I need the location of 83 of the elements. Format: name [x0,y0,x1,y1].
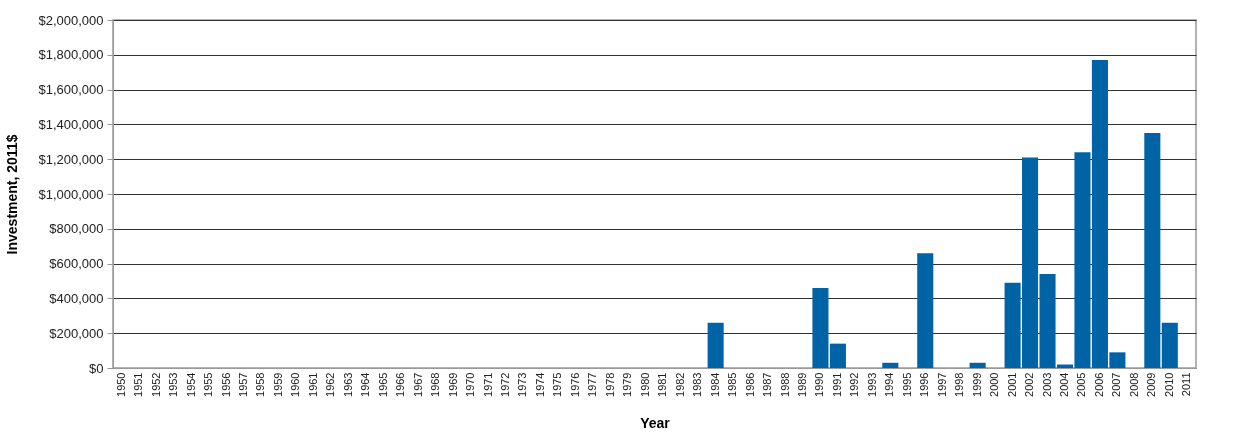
x-tick-label: 2007 [1110,372,1123,397]
x-tick-label: 1986 [743,372,756,397]
x-tick-label: 2002 [1023,372,1036,397]
x-tick-label: 1974 [533,372,546,397]
x-tick-label: 1973 [516,372,529,397]
y-axis-title: Investment, 2011$ [4,134,21,255]
x-tick-label: 2010 [1162,372,1175,397]
bar [1161,322,1178,368]
x-tick-label: 1952 [149,372,162,397]
bar [829,343,846,368]
x-tick-label: 1987 [761,372,774,397]
x-tick-label: 1969 [446,372,459,397]
y-tick-label: $2,000,000 [38,12,104,28]
bar [812,287,829,368]
x-tick-label: 1988 [778,372,791,397]
x-tick-label: 1999 [970,372,983,397]
x-tick-label: 1975 [551,372,564,397]
x-tick-label: 1992 [848,372,861,397]
x-tick-label: 1976 [568,372,581,397]
x-tick-label: 1951 [132,372,145,397]
x-tick-label: 2008 [1127,372,1140,397]
x-tick-label: 1957 [237,372,250,397]
x-tick-label: 1953 [167,372,180,397]
x-tick-label: 1981 [656,372,669,397]
y-tick-label: $1,400,000 [38,116,104,132]
bar [882,362,899,368]
x-tick-label: 1964 [359,372,372,397]
x-tick-label: 1983 [691,372,704,397]
x-tick-label: 1950 [114,372,127,397]
x-tick-label: 1989 [795,372,808,397]
x-tick-label: 2005 [1075,372,1088,397]
x-tick-label: 1990 [813,372,826,397]
x-tick-label: 1978 [603,372,616,397]
x-tick-label: 1956 [219,372,232,397]
x-tick-label: 1998 [953,372,966,397]
bar [917,253,934,368]
x-tick-label: 1960 [289,372,302,397]
x-tick-label: 1977 [586,372,599,397]
x-tick-label: 2003 [1040,372,1053,397]
x-tick-label: 1968 [429,372,442,397]
x-tick-label: 2006 [1092,372,1105,397]
y-tick-label: $1,800,000 [38,47,104,63]
x-tick-label: 1958 [254,372,267,397]
y-tick-label: $0 [89,360,104,376]
x-tick-label: 1991 [830,372,843,397]
x-tick-label: 1954 [184,372,197,397]
x-tick-label: 1967 [411,372,424,397]
x-tick-label: 1970 [464,372,477,397]
x-tick-label: 1985 [726,372,739,397]
x-tick-label: 2011 [1180,372,1193,397]
x-tick-label: 1961 [306,372,319,397]
x-tick-label: 1994 [883,372,896,397]
x-tick-label: 1959 [271,372,284,397]
x-tick-label: 2009 [1145,372,1158,397]
y-tick-label: $1,000,000 [38,186,104,202]
y-tick-label: $1,600,000 [38,82,104,98]
x-tick-label: 1965 [376,372,389,397]
y-tick-label: $200,000 [49,325,104,341]
y-tick-label: $400,000 [49,290,104,306]
x-tick-label: 1955 [202,372,215,397]
y-tick-label: $1,200,000 [38,151,104,167]
x-tick-label: 1971 [481,372,494,397]
x-tick-label: 1979 [621,372,634,397]
x-tick-label: 2001 [1005,372,1018,397]
x-tick-label: 1966 [394,372,407,397]
x-tick-label: 1972 [499,372,512,397]
x-tick-label: 1982 [673,372,686,397]
x-tick-label: 1993 [865,372,878,397]
bar [969,362,986,368]
bar [707,322,724,368]
x-tick-label: 1963 [341,372,354,397]
x-axis-title: Year [640,414,671,431]
x-tick-label: 1962 [324,372,337,397]
bar [1144,133,1161,368]
x-tick-label: 1995 [900,372,913,397]
x-tick-label: 1996 [918,372,931,397]
y-tick-label: $600,000 [49,256,104,272]
x-tick-label: 2000 [988,372,1001,397]
x-tick-label: 1984 [708,372,721,397]
x-tick-label: 2004 [1057,372,1070,397]
x-tick-label: 1997 [935,372,948,397]
y-tick-label: $800,000 [49,221,104,237]
x-tick-label: 1980 [638,372,651,397]
